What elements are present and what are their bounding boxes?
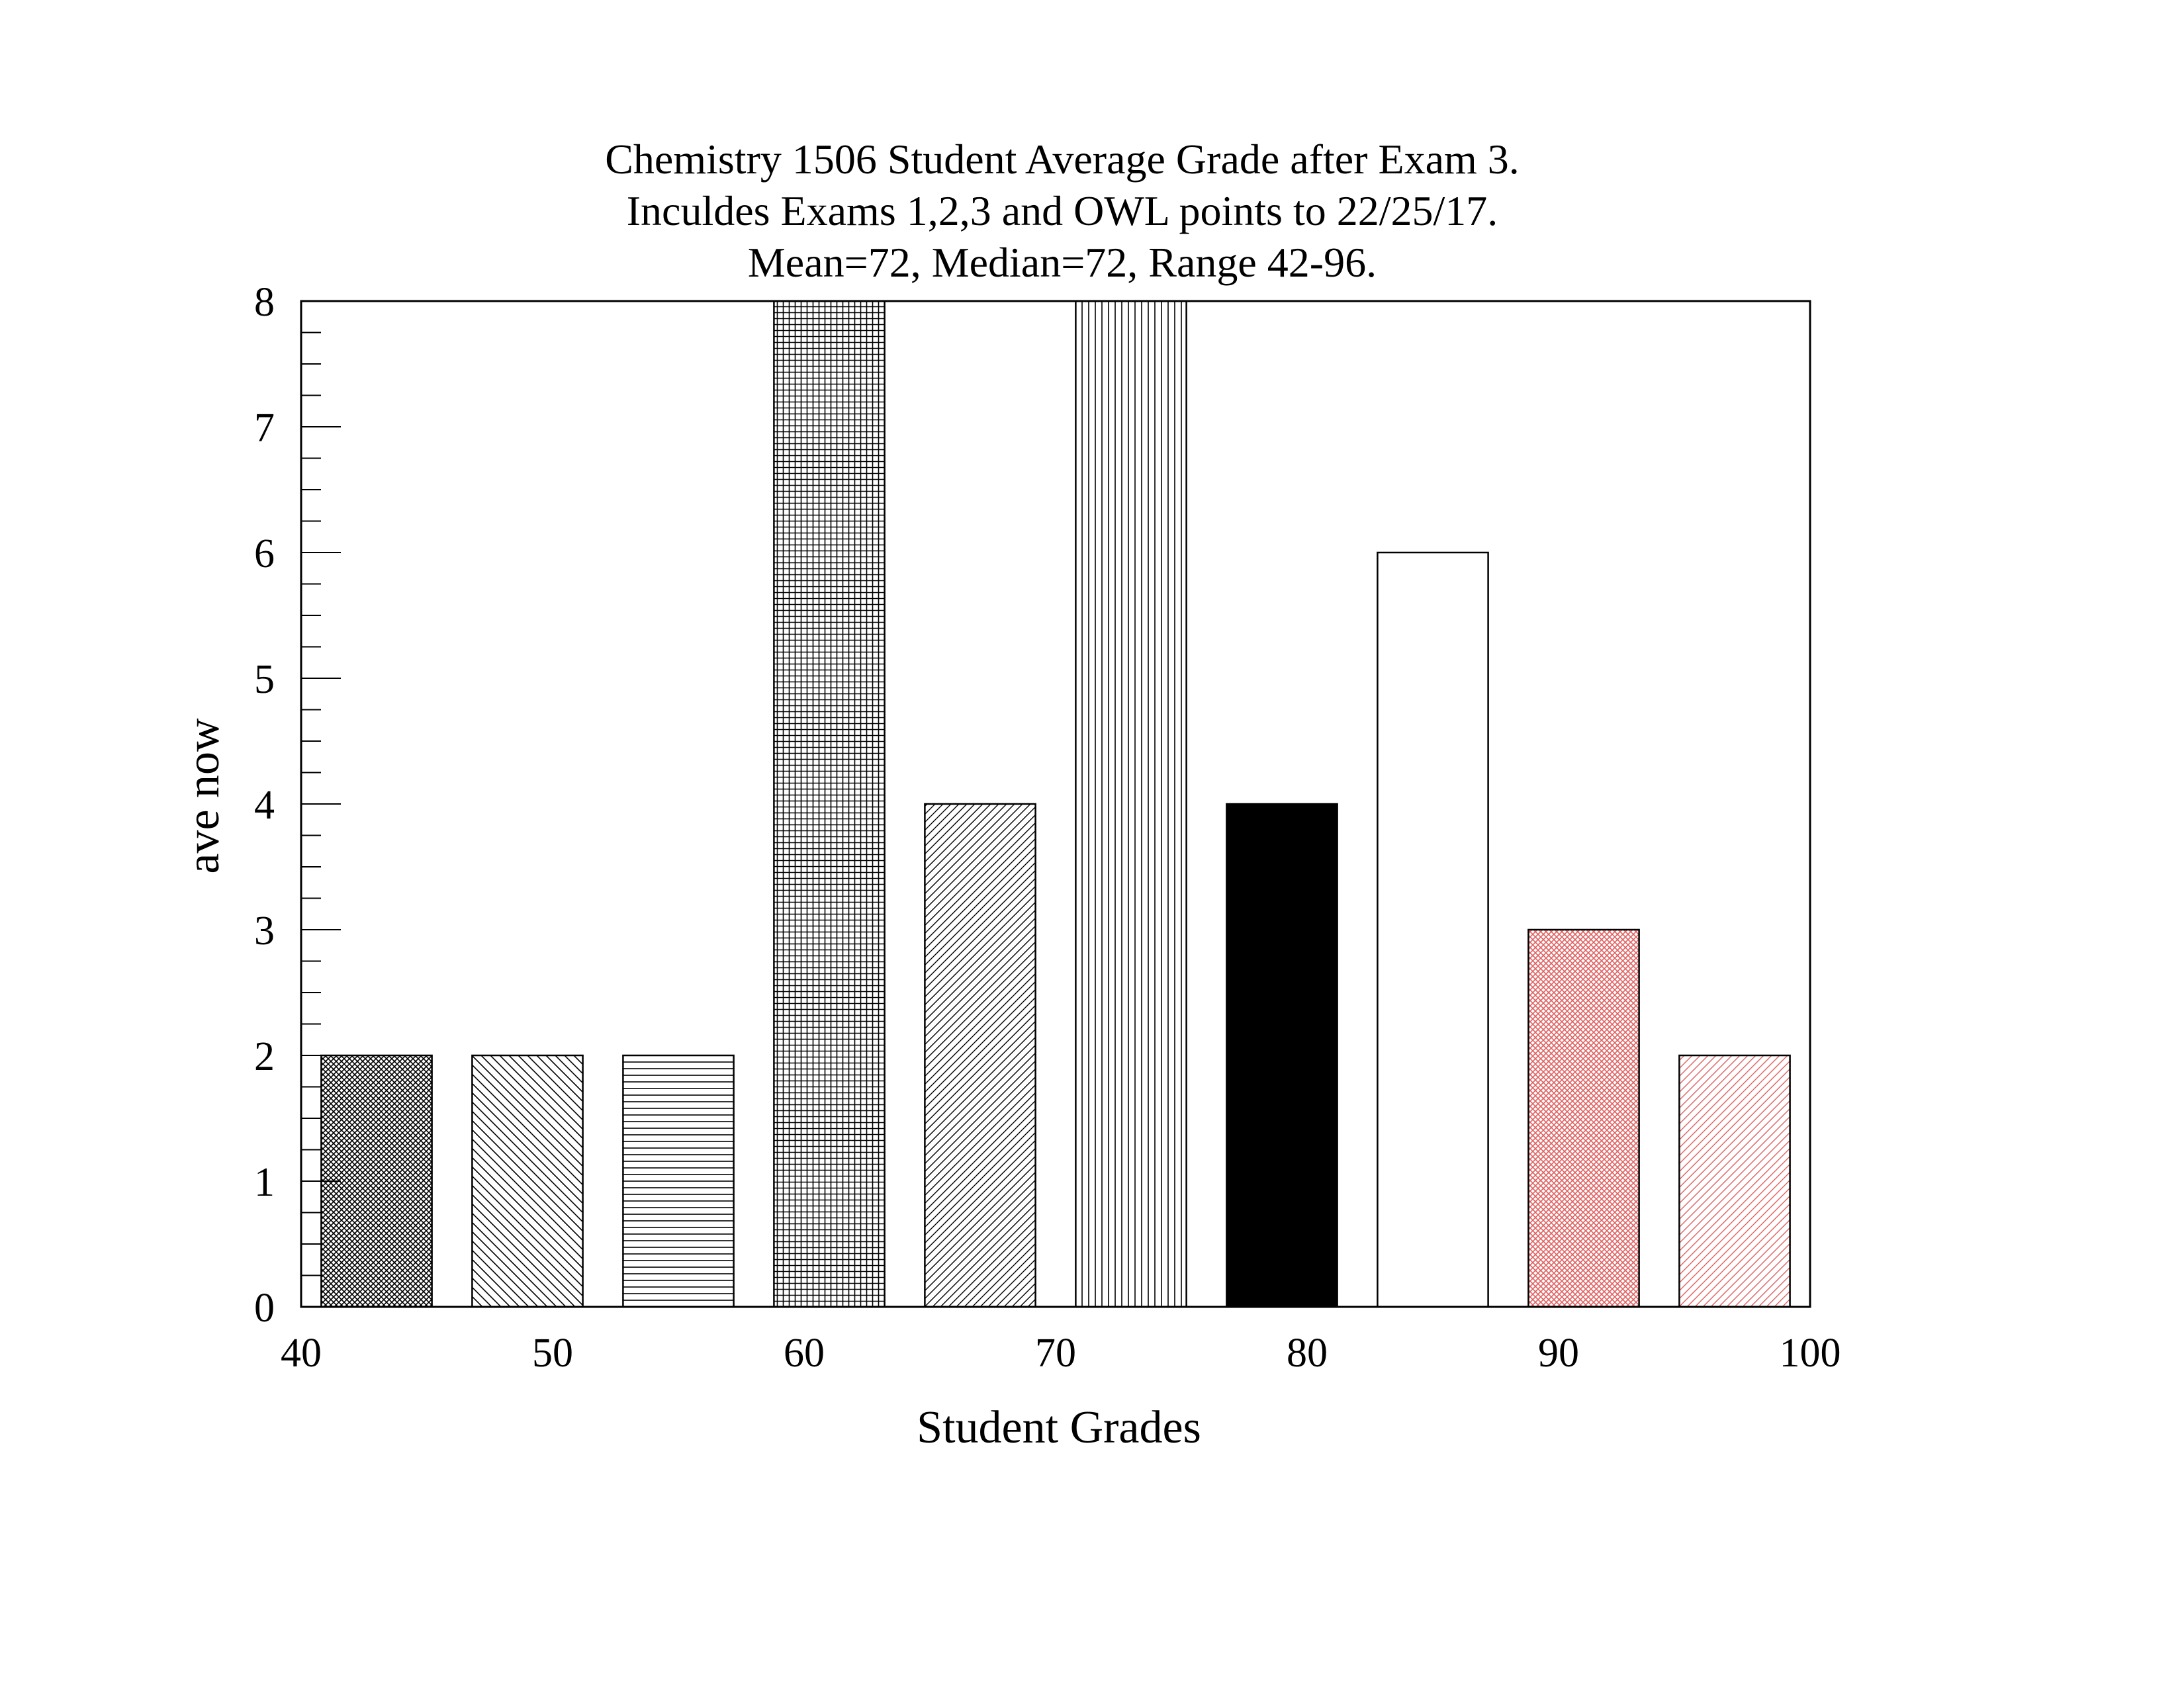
y-tick-label: 5 — [254, 657, 275, 702]
chart-title-line-2: Inculdes Exams 1,2,3 and OWL points to 2… — [627, 187, 1498, 234]
x-tick-label: 60 — [784, 1331, 825, 1376]
bar-8 — [1377, 551, 1489, 1308]
y-tick-label: 3 — [254, 909, 275, 954]
x-tick-label: 90 — [1538, 1331, 1579, 1376]
bars-group — [320, 300, 1791, 1308]
y-tick-label: 6 — [254, 531, 275, 576]
y-tick-label: 2 — [254, 1034, 275, 1079]
y-tick-label: 4 — [254, 783, 275, 828]
chart-title-line-1: Chemistry 1506 Student Average Grade aft… — [605, 136, 1520, 183]
x-axis-label: Student Grades — [917, 1402, 1201, 1453]
bar-6 — [1075, 300, 1187, 1308]
y-tick-label: 0 — [254, 1286, 275, 1331]
bar-2 — [471, 1054, 584, 1308]
x-tick-label: 40 — [281, 1331, 322, 1376]
x-axis-tick-labels: 40 50 60 70 80 90 100 — [281, 1331, 1841, 1376]
x-tick-label: 70 — [1035, 1331, 1076, 1376]
y-tick-label: 1 — [254, 1160, 275, 1205]
bar-5 — [924, 803, 1036, 1308]
y-axis-ticks — [301, 300, 341, 1308]
bar-10 — [1678, 1054, 1791, 1308]
chart-title: Chemistry 1506 Student Average Grade aft… — [605, 136, 1520, 286]
y-axis-tick-labels: 0 1 2 3 4 5 6 7 8 — [254, 280, 275, 1331]
bar-7 — [1226, 803, 1338, 1308]
x-tick-label: 80 — [1287, 1331, 1328, 1376]
y-tick-label: 7 — [254, 406, 275, 451]
bar-9 — [1527, 928, 1640, 1308]
bar-3 — [622, 1054, 735, 1308]
x-tick-label: 100 — [1780, 1331, 1841, 1376]
y-axis-label: ave now — [178, 718, 229, 874]
x-tick-label: 50 — [532, 1331, 573, 1376]
bar-4 — [773, 300, 886, 1308]
chart-title-line-3: Mean=72, Median=72, Range 42-96. — [748, 239, 1377, 286]
y-tick-label: 8 — [254, 280, 275, 325]
